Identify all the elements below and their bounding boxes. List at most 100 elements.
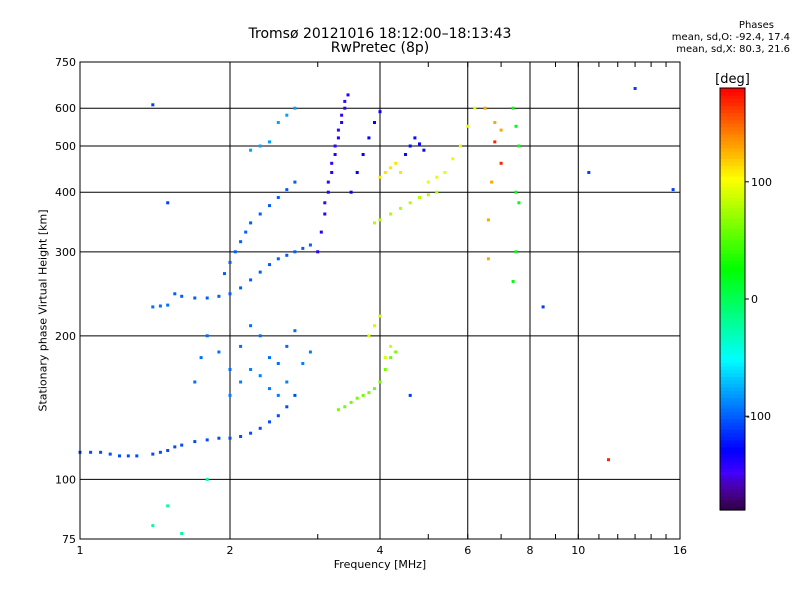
colorbar-band <box>720 450 745 455</box>
echo-point <box>514 250 518 254</box>
echo-point <box>239 286 243 290</box>
colorbar-band <box>720 270 745 275</box>
echo-point <box>511 280 515 283</box>
echo-point <box>343 106 347 110</box>
colorbar-band <box>720 443 745 448</box>
colorbar-band <box>720 306 745 311</box>
echo-point <box>308 243 312 247</box>
echo-point <box>373 324 376 328</box>
colorbar-band <box>720 91 745 96</box>
echo-point <box>276 196 280 199</box>
echo-point <box>426 193 430 197</box>
echo-point <box>389 166 393 170</box>
colorbar-band <box>720 295 745 300</box>
echo-point <box>293 393 297 397</box>
colorbar-band <box>720 302 745 307</box>
stats-x-mode: mean, sd,X: 80.3, 21.6 <box>676 44 790 55</box>
echo-point <box>276 257 280 261</box>
colorbar-tick-label: -100 <box>746 410 771 423</box>
colorbar-band <box>720 478 745 483</box>
echo-point <box>336 136 340 140</box>
echo-point <box>217 350 221 354</box>
echo-point <box>517 144 521 148</box>
echo-point <box>268 204 271 208</box>
echo-point <box>158 304 162 308</box>
echo-point <box>239 380 243 384</box>
colorbar-band <box>720 161 745 166</box>
colorbar-band <box>720 147 745 152</box>
colorbar-band <box>720 249 745 254</box>
echo-point <box>373 221 376 225</box>
echo-point <box>217 436 221 440</box>
colorbar-band <box>720 471 745 476</box>
y-tick-label: 600 <box>55 102 76 115</box>
echo-point <box>285 253 289 257</box>
colorbar-band <box>720 140 745 145</box>
colorbar-band <box>720 95 745 100</box>
echo-point <box>285 188 289 192</box>
colorbar-band <box>720 425 745 430</box>
echo-point <box>399 171 403 174</box>
colorbar-band <box>720 109 745 114</box>
colorbar-band <box>720 137 745 142</box>
echo-point <box>394 161 398 165</box>
echo-point <box>151 524 155 528</box>
echo-point <box>108 452 112 456</box>
echo-point <box>399 206 403 210</box>
colorbar-band <box>720 235 745 240</box>
echo-point <box>367 136 371 140</box>
echo-point <box>158 450 162 454</box>
colorbar-band <box>720 175 745 181</box>
colorbar-band <box>720 242 745 247</box>
echo-point <box>633 87 637 90</box>
echo-point <box>249 431 253 435</box>
echo-point <box>166 449 170 452</box>
colorbar-band <box>720 320 745 325</box>
x-tick-label: 16 <box>673 544 687 557</box>
echo-point <box>193 440 197 444</box>
echo-point <box>408 144 412 148</box>
echo-point <box>301 246 305 250</box>
echo-point <box>443 171 447 174</box>
y-tick-label: 400 <box>55 186 76 199</box>
echo-point <box>413 136 417 140</box>
echo-point <box>249 278 253 282</box>
echo-point <box>355 171 359 174</box>
colorbar-band <box>720 400 745 406</box>
echo-point <box>435 175 439 179</box>
echo-point <box>276 121 280 124</box>
colorbar-band <box>720 193 745 198</box>
colorbar-band <box>720 386 745 392</box>
colorbar-band <box>720 186 745 191</box>
x-tick-label: 4 <box>377 544 384 557</box>
echo-point <box>239 435 243 438</box>
y-tick-label: 750 <box>55 56 76 69</box>
stats-heading: Phases <box>738 20 774 31</box>
colorbar-band <box>720 168 745 173</box>
echo-point <box>285 405 289 409</box>
colorbar-band <box>720 411 745 416</box>
colorbar-band <box>720 246 745 251</box>
echo-point <box>389 356 393 360</box>
echo-point <box>239 240 243 244</box>
echo-point <box>486 218 490 222</box>
colorbar-band <box>720 189 745 195</box>
x-tick-label: 2 <box>227 544 234 557</box>
colorbar-band <box>720 439 745 444</box>
echo-point <box>228 393 232 397</box>
echo-point <box>258 334 262 338</box>
y-tick-label: 300 <box>55 246 76 259</box>
colorbar-band <box>720 467 745 472</box>
echo-point <box>126 454 130 458</box>
colorbar-band <box>720 358 745 363</box>
colorbar-band <box>720 172 745 177</box>
colorbar-band <box>720 225 745 230</box>
colorbar-band <box>720 204 745 209</box>
colorbar-band <box>720 457 745 462</box>
colorbar-band <box>720 495 745 501</box>
echo-point <box>333 153 337 156</box>
colorbar-band <box>720 253 745 258</box>
colorbar-band <box>720 98 745 103</box>
echo-point <box>378 110 382 114</box>
